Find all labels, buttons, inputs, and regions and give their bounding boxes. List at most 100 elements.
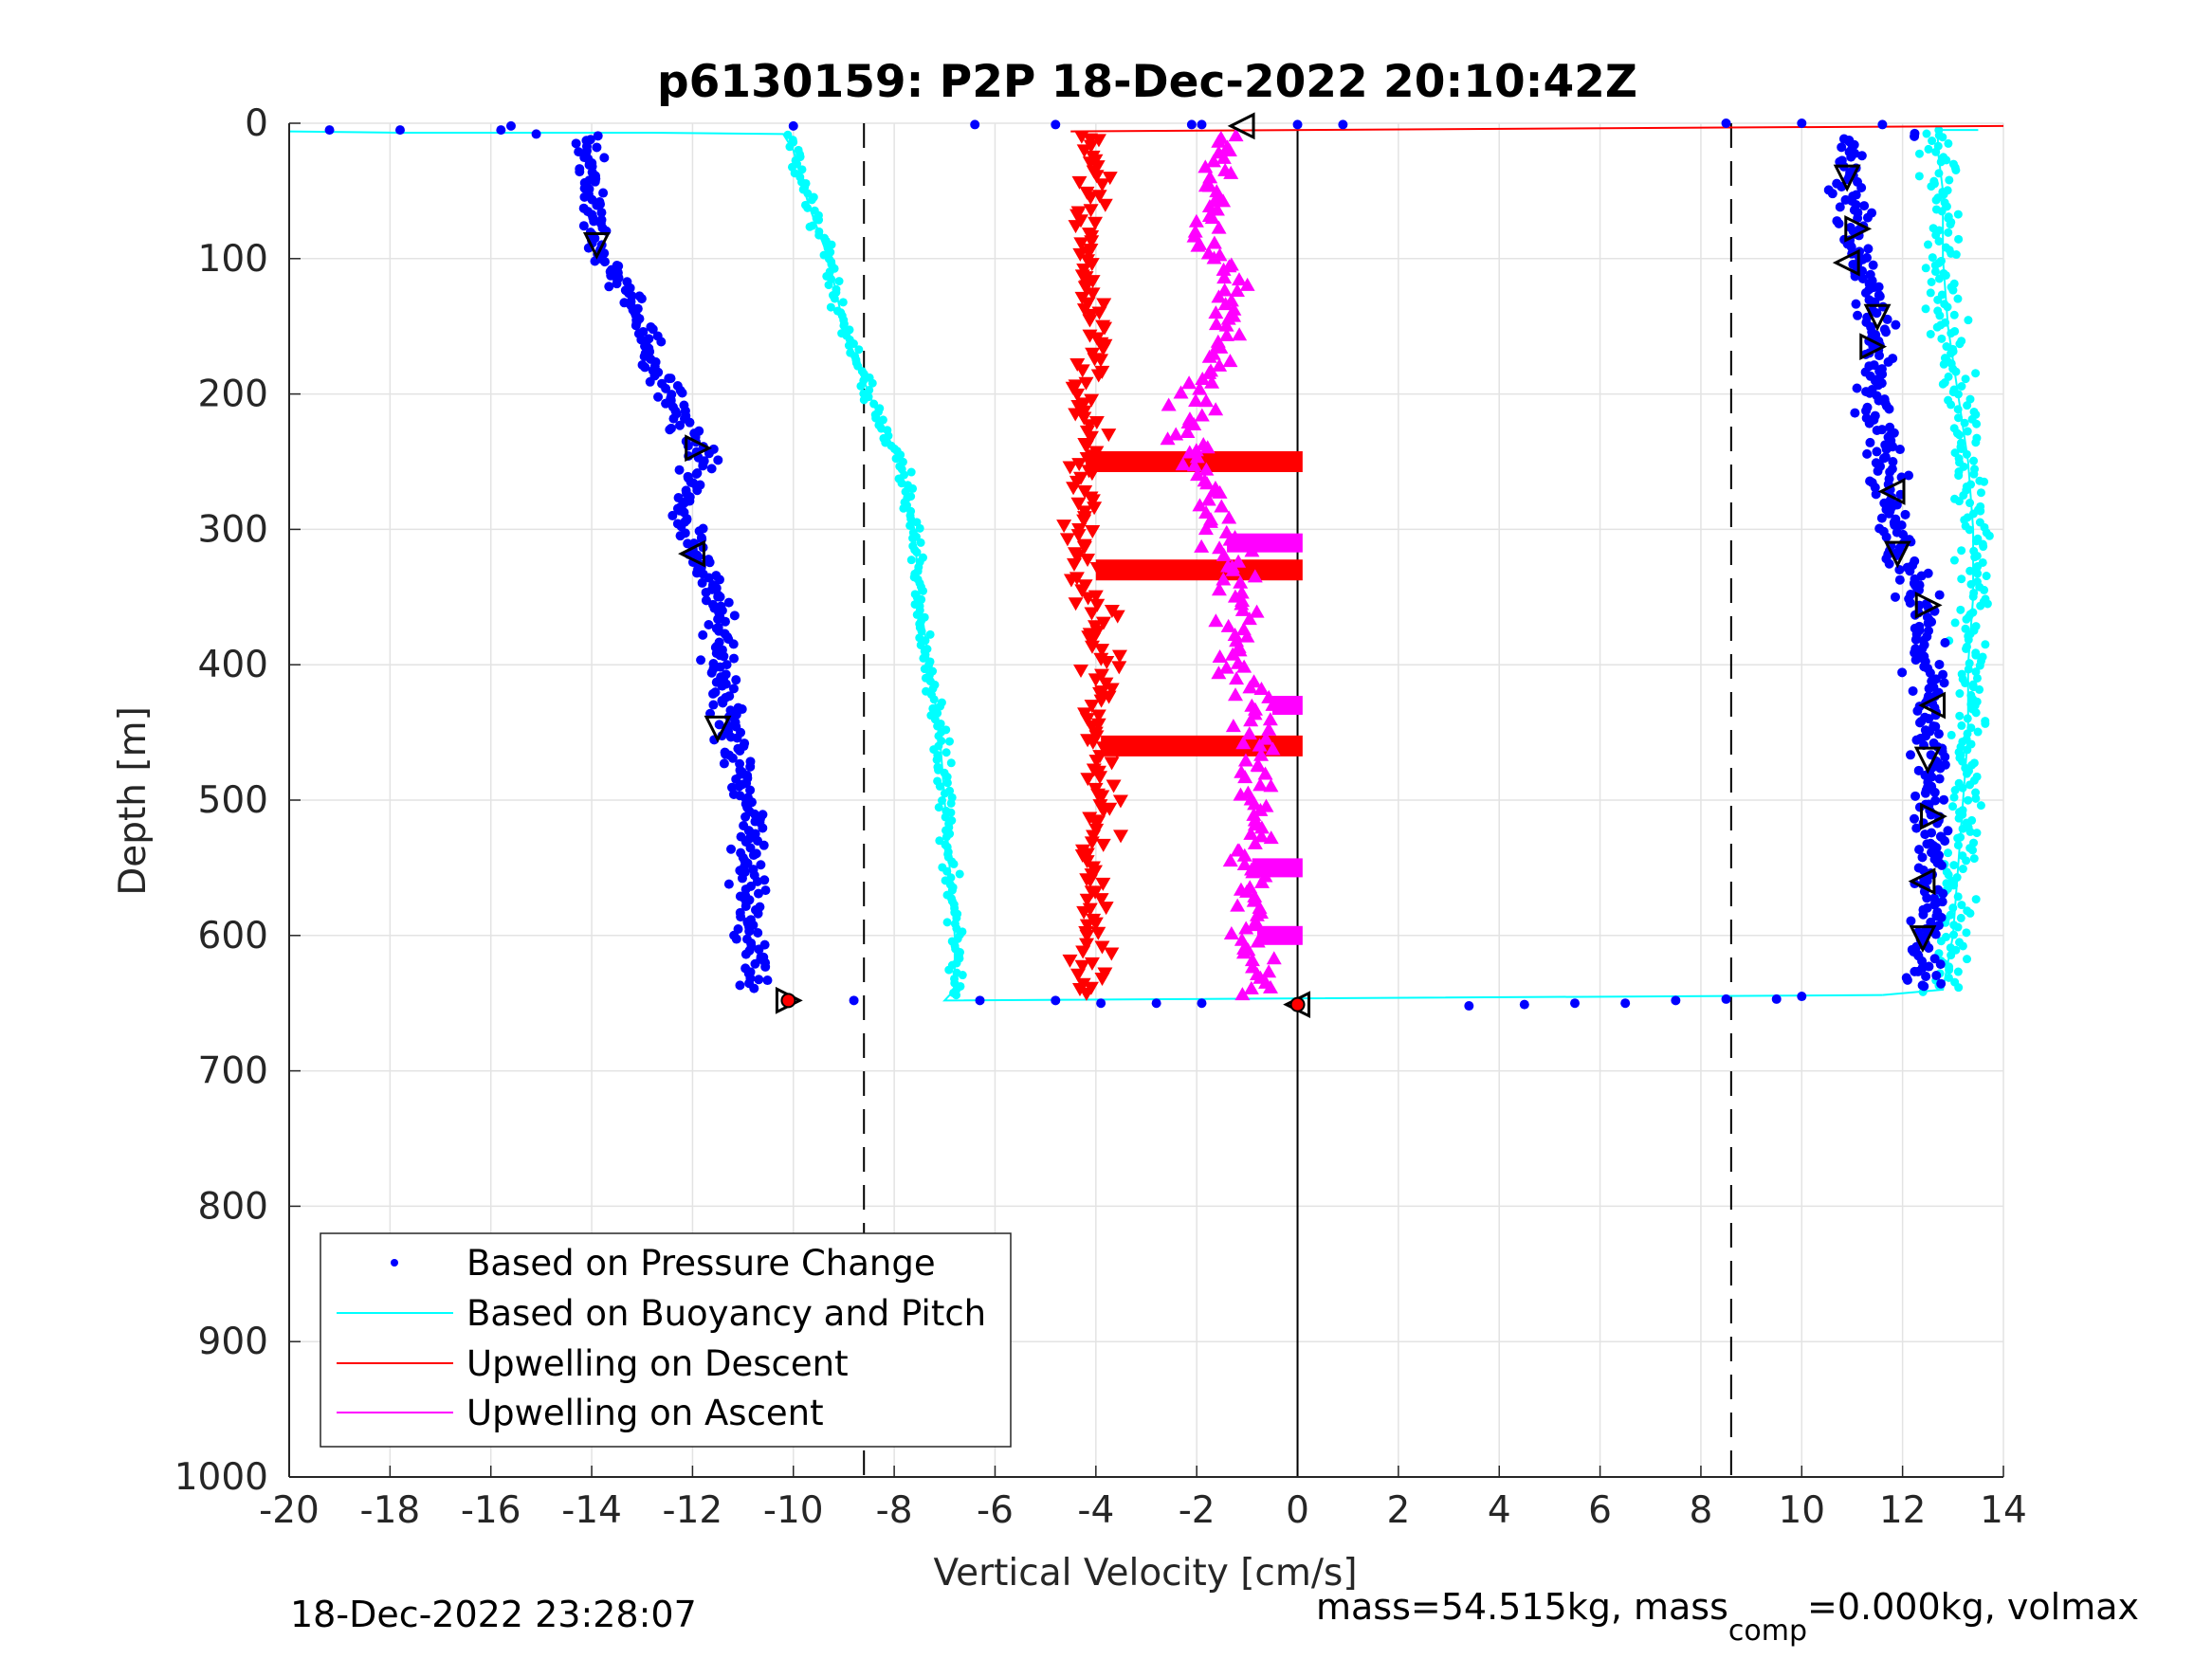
buoyancy-point [1954, 234, 1964, 244]
ascent-triangle [1216, 262, 1232, 276]
pressure-point [1891, 319, 1901, 330]
descent-triangle [1068, 597, 1084, 611]
buoyancy-point [1961, 679, 1970, 688]
ascent-triangle [1261, 964, 1277, 978]
legend-label-ascent: Upwelling on Ascent [466, 1393, 824, 1433]
descent-triangle [1095, 741, 1111, 756]
descent-triangle [1089, 815, 1106, 830]
buoyancy-point [958, 971, 967, 980]
buoyancy-point [838, 298, 848, 307]
buoyancy-point [1964, 635, 1973, 645]
ascent-triangle [1229, 283, 1245, 297]
buoyancy-point [1976, 488, 1985, 498]
pressure-point [729, 653, 740, 664]
buoyancy-point [1965, 908, 1975, 918]
buoyancy-point [1971, 895, 1981, 904]
pressure-point [1861, 406, 1872, 416]
buoyancy-point [925, 629, 935, 639]
ascent-triangle [1198, 462, 1215, 476]
ascent-triangle [1204, 210, 1220, 225]
pressure-point [661, 383, 671, 393]
buoyancy-point [906, 467, 916, 477]
descent-triangle [1111, 649, 1127, 664]
descent-triangle [1076, 411, 1092, 426]
pressure-point [704, 620, 714, 630]
pressure-point [1924, 714, 1934, 724]
descent-triangle [1094, 178, 1110, 192]
y-tick-label: 800 [198, 1185, 268, 1228]
descent-triangle [1113, 830, 1129, 844]
pressure-point [640, 362, 650, 373]
pressure-point [394, 125, 405, 136]
buoyancy-point [1943, 302, 1952, 312]
buoyancy-point [1963, 745, 1972, 755]
pressure-point [1878, 453, 1889, 464]
descent-triangle [1080, 592, 1096, 606]
y-tick-label: 900 [198, 1321, 268, 1363]
descent-triangle [1100, 565, 1116, 579]
pressure-point [748, 850, 759, 861]
pressure-point [589, 216, 599, 227]
descent-triangle [1079, 452, 1095, 466]
ascent-triangle [1181, 445, 1197, 459]
descent-triangle [1078, 987, 1094, 1001]
buoyancy-point [1957, 901, 1966, 910]
buoyancy-point [1947, 349, 1956, 358]
ascent-triangle [1236, 856, 1252, 870]
ascent-triangle [1242, 680, 1258, 694]
descent-triangle [1079, 919, 1095, 933]
pressure-point [1922, 893, 1932, 903]
buoyancy-point [1954, 813, 1964, 823]
pressure-point [1464, 1001, 1474, 1012]
descent-triangle [1096, 298, 1112, 312]
black-triangle-marker [1833, 164, 1861, 192]
pressure-point [1835, 202, 1845, 212]
pressure-point [735, 980, 745, 991]
pressure-point [645, 376, 655, 387]
buoyancy-point [1950, 618, 1960, 628]
pressure-point [1876, 513, 1887, 523]
descent-triangle [1069, 388, 1086, 402]
x-tick-label: -10 [763, 1489, 824, 1532]
pressure-point [1872, 425, 1882, 435]
pressure-point [590, 256, 600, 266]
buoyancy-point [1949, 861, 1959, 870]
ascent-triangle [1252, 738, 1268, 752]
black-triangle-marker [704, 715, 732, 743]
pressure-point [753, 928, 763, 939]
ascent-triangle [1212, 648, 1228, 663]
pressure-point [675, 531, 686, 541]
ascent-triangle [1211, 582, 1227, 596]
pressure-point [1862, 448, 1873, 459]
buoyancy-point [1971, 667, 1981, 677]
pressure-point [1338, 119, 1348, 130]
pressure-point [648, 324, 658, 335]
pressure-point [1904, 470, 1914, 481]
buoyancy-point [944, 737, 954, 746]
pressure-point [575, 167, 585, 177]
ascent-triangle [1251, 758, 1267, 773]
ascent-triangle [1221, 142, 1237, 156]
legend-label-buoyancy: Based on Buoyancy and Pitch [466, 1293, 986, 1334]
pressure-point [1151, 998, 1161, 1009]
descent-triangle [1085, 524, 1101, 538]
ascent-triangle [1266, 951, 1282, 965]
pressure-point [1856, 182, 1867, 192]
black-triangle-marker [1227, 112, 1255, 140]
pressure-point [1837, 142, 1847, 153]
ascent-triangle [1233, 787, 1249, 801]
descent-triangle [1090, 709, 1106, 723]
pressure-point [1894, 574, 1905, 585]
pressure-point [701, 587, 711, 597]
buoyancy-point [1944, 228, 1953, 237]
ascent-triangle [1244, 953, 1260, 967]
ascent-band [1256, 925, 1303, 945]
descent-triangle [1094, 790, 1110, 804]
x-tick-label: -4 [1077, 1489, 1114, 1532]
x-tick-label: 0 [1286, 1489, 1309, 1532]
black-triangle-marker [1863, 303, 1892, 332]
buoyancy-point [1955, 711, 1965, 720]
buoyancy-point [785, 142, 795, 152]
ascent-triangle [1201, 199, 1217, 213]
pressure-point [653, 392, 664, 402]
